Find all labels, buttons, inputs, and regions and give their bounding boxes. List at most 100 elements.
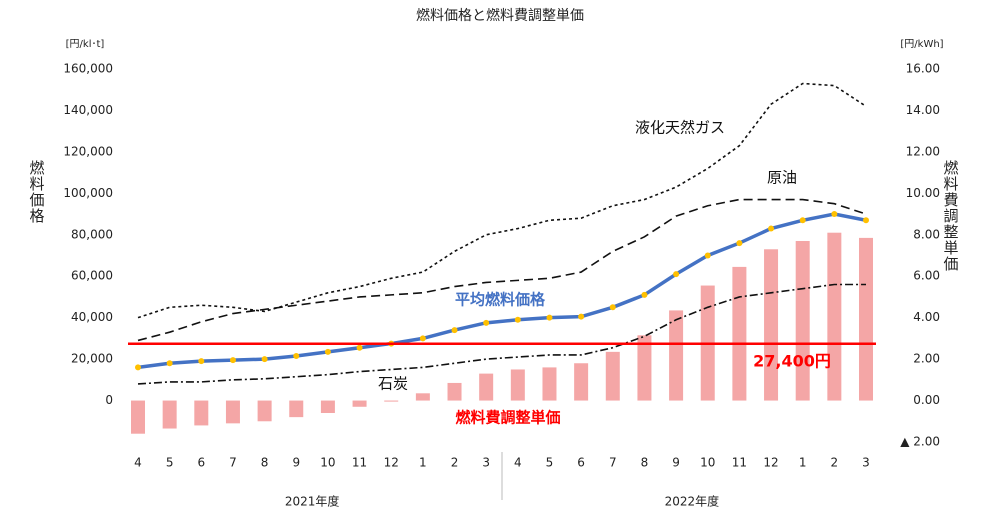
x-tick-label: 2 — [451, 456, 459, 470]
x-tick-label: 12 — [763, 456, 778, 470]
chart-title: 燃料価格と燃料費調整単価 — [416, 7, 584, 24]
series-label: 燃料費調整単価 — [455, 409, 560, 427]
line — [137, 82, 867, 319]
y2-axis-title: 燃料費調整単価 — [942, 159, 960, 272]
bar — [415, 393, 430, 401]
bar — [225, 400, 240, 424]
y2-tick-label: 16.00 — [906, 62, 940, 76]
marker — [356, 344, 363, 351]
group-label: 2021年度 — [285, 494, 340, 509]
y-tick-label: 140,000 — [63, 103, 113, 117]
marker — [483, 319, 490, 326]
y-tick-label: 60,000 — [71, 269, 113, 283]
x-tick-label: 3 — [482, 456, 490, 470]
x-tick-label: 8 — [261, 456, 269, 470]
series-label: 石炭 — [378, 375, 408, 393]
bar — [859, 237, 873, 401]
bar — [764, 249, 779, 401]
y2-tick-label: 0.00 — [913, 393, 940, 407]
group-label: 2022年度 — [665, 494, 720, 509]
x-tick-label: 4 — [134, 456, 142, 470]
x-tick-label: 6 — [197, 456, 205, 470]
line — [137, 198, 867, 342]
series-label: 液化天然ガス — [635, 119, 725, 137]
marker — [768, 225, 775, 232]
x-tick-label: 6 — [577, 456, 585, 470]
x-tick-label: 9 — [672, 456, 680, 470]
bar — [384, 400, 399, 402]
y2-tick-label: 14.00 — [906, 103, 940, 117]
line — [137, 212, 867, 370]
x-tick-label: 1 — [799, 456, 807, 470]
y-tick-label: 160,000 — [63, 62, 113, 76]
x-tick-label: 8 — [641, 456, 649, 470]
bar — [289, 400, 304, 418]
x-tick-label: 9 — [292, 456, 300, 470]
marker — [704, 252, 711, 259]
y-tick-label: 0 — [105, 393, 113, 407]
bar — [162, 400, 177, 429]
y2-tick-label: 10.00 — [906, 186, 940, 200]
marker — [736, 240, 743, 247]
y-unit: [円/kl･t] — [66, 39, 105, 50]
bar — [605, 351, 620, 401]
bar — [510, 369, 525, 401]
bar — [574, 363, 589, 401]
bar — [827, 232, 842, 401]
x-tick-label: 4 — [514, 456, 522, 470]
bar — [732, 266, 747, 401]
y2-tick-label: 6.00 — [913, 269, 940, 283]
marker — [451, 327, 458, 334]
marker — [546, 314, 553, 321]
y2-tick-label: 2.00 — [913, 352, 940, 366]
bar — [637, 335, 652, 401]
marker — [261, 356, 268, 363]
bar — [352, 400, 367, 407]
x-tick-label: 12 — [384, 456, 399, 470]
y-tick-label: 100,000 — [63, 186, 113, 200]
marker — [863, 217, 869, 224]
y2-tick-label: ▲ 2.00 — [900, 435, 940, 449]
marker — [324, 348, 331, 355]
marker — [609, 304, 616, 311]
bar — [479, 373, 494, 401]
x-tick-label: 1 — [419, 456, 427, 470]
marker — [198, 358, 205, 365]
series-label: 原油 — [767, 169, 797, 187]
x-tick-label: 11 — [732, 456, 747, 470]
x-tick-label: 5 — [166, 456, 174, 470]
marker — [831, 211, 838, 218]
bar — [669, 310, 684, 401]
y2-tick-label: 8.00 — [913, 227, 940, 241]
marker — [641, 291, 648, 298]
y-tick-label: 20,000 — [71, 352, 113, 366]
y-tick-label: 40,000 — [71, 310, 113, 324]
y2-tick-label: 4.00 — [913, 310, 940, 324]
x-tick-label: 10 — [700, 456, 715, 470]
y-tick-label: 120,000 — [63, 144, 113, 158]
marker — [578, 313, 585, 320]
marker — [135, 364, 141, 371]
marker — [419, 335, 426, 342]
marker — [514, 316, 521, 323]
y2-unit: [円/kWh] — [900, 39, 943, 50]
marker — [293, 353, 300, 360]
x-tick-label: 7 — [229, 456, 237, 470]
bar — [194, 400, 209, 426]
x-tick-label: 7 — [609, 456, 617, 470]
x-tick-label: 5 — [546, 456, 554, 470]
x-tick-label: 11 — [352, 456, 367, 470]
marker — [799, 217, 806, 224]
y-tick-label: 80,000 — [71, 227, 113, 241]
y-axis-title: 燃料価格 — [28, 159, 46, 224]
marker — [229, 357, 236, 364]
bar — [131, 400, 145, 434]
bar — [320, 400, 335, 413]
bar — [257, 400, 272, 422]
x-tick-label: 2 — [831, 456, 839, 470]
bar — [447, 382, 462, 401]
series-label: 平均燃料価格 — [455, 291, 546, 309]
bar — [795, 240, 810, 401]
reference-label: 27,400円 — [753, 352, 831, 371]
